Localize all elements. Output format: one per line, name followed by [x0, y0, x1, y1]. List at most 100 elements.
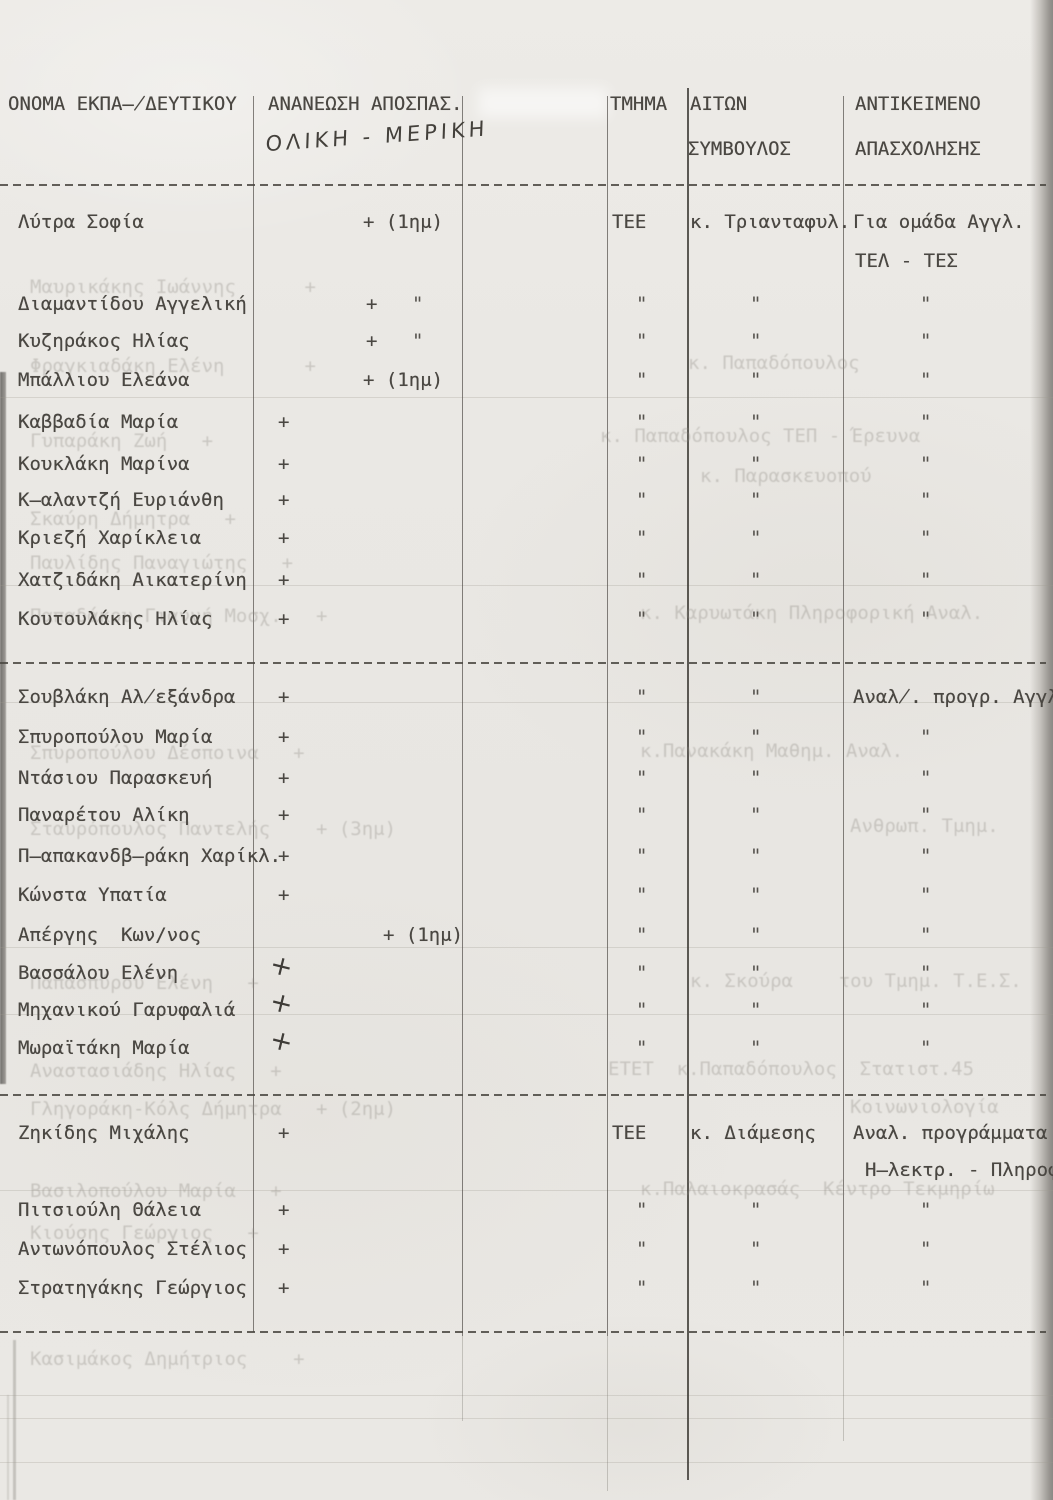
subject-ditto-mark: "	[920, 845, 932, 867]
bleedthrough-text: Σπυροπούλου Δέσποινα +	[30, 742, 305, 764]
row-name: Σπυροπούλου Μαρία	[18, 726, 213, 748]
renewal-plus: +	[366, 293, 378, 315]
renewal-plus: +	[278, 686, 290, 708]
department-value: ΤΕΕ	[612, 1122, 647, 1144]
department-ditto-mark: "	[636, 489, 648, 511]
department-ditto-mark: "	[636, 999, 648, 1021]
applicant-ditto-mark: "	[750, 924, 762, 946]
faint-rule	[0, 1418, 1053, 1419]
subject-value: Αναλ. προγράμματα	[853, 1122, 1048, 1144]
bleedthrough-text: ΕΤΕΤ κ.Παπαδόπουλος Στατιστ.45	[608, 1058, 975, 1080]
applicant-value: κ. Διάμεσης	[690, 1122, 816, 1144]
renewal-plus: +	[278, 884, 290, 906]
applicant-ditto-mark: "	[750, 369, 762, 391]
row-name: Ζηκίδης Μιχάλης	[18, 1122, 190, 1144]
scan-artifact-line	[13, 1340, 16, 1500]
renewal-value: + (1ημ)	[383, 924, 464, 946]
department-ditto-mark: "	[636, 924, 648, 946]
faint-rule	[0, 1190, 1053, 1191]
department-ditto-mark: "	[636, 527, 648, 549]
applicant-ditto-mark: "	[750, 608, 762, 630]
subject-ditto-mark: "	[920, 369, 932, 391]
column-divider	[253, 96, 254, 1332]
bleedthrough-text: Σκαύρη Δήμητρα +	[30, 508, 236, 530]
bleedthrough-text: κ. Παπαδόπουλος ΤΕΠ - Έρευνα	[600, 425, 921, 447]
row-name: Μπάλλιου Ελεάνα	[18, 369, 190, 391]
column-divider	[607, 96, 608, 1336]
scan-edge-left	[0, 372, 6, 1084]
bleedthrough-text: Μαυρικάκης Ιωάννης +	[30, 276, 316, 298]
renewal-plus: +	[278, 453, 290, 475]
bleedthrough-text: κ. Σκούρα του Τμημ. Τ.Ε.Σ.	[690, 970, 1022, 992]
renewal-value: + (1ημ)	[363, 369, 444, 391]
row-name: Λύτρα Σοφία	[18, 211, 144, 233]
bleedthrough-text: Ανθρωπ. Τμημ.	[850, 815, 999, 837]
subject-value: Για ομάδα Αγγλ.	[853, 211, 1025, 233]
applicant-ditto-mark: "	[750, 1238, 762, 1260]
applicant-ditto-mark: "	[750, 453, 762, 475]
renewal-value: + (1ημ)	[363, 211, 444, 233]
bleedthrough-text: κ. Παπαδόπουλος	[688, 352, 860, 374]
row-name: Μηχανικού Γαρυφαλιά	[18, 999, 236, 1021]
renewal-plus: +	[278, 767, 290, 789]
applicant-ditto-mark: "	[750, 293, 762, 315]
subject-ditto-mark: "	[920, 999, 932, 1021]
bleedthrough-text: κ.Παλαιοκρασάς Κέντρο Τεκμηρίω	[640, 1178, 995, 1200]
applicant-ditto-mark: "	[750, 845, 762, 867]
applicant-ditto-mark: "	[750, 1037, 762, 1059]
row-name: Κουτουλάκης Ηλίας	[18, 608, 213, 630]
row-name: Παναρέτου Αλίκη	[18, 804, 190, 826]
column-divider	[462, 96, 463, 1336]
renewal-plus: +	[278, 527, 290, 549]
header-renewal-handwritten: ΟΛΙΚΗ - ΜΕΡΙΚΗ	[265, 116, 489, 157]
department-ditto-mark: "	[636, 330, 648, 352]
department-ditto-mark: "	[636, 884, 648, 906]
subject-ditto-mark: "	[920, 527, 932, 549]
applicant-ditto-mark: "	[750, 330, 762, 352]
header-applicant-line1: ΑΙΤΩΝ	[690, 93, 748, 115]
bleedthrough-text: Κασιμάκος Δημήτριος +	[30, 1348, 305, 1370]
scan-smudge	[478, 88, 608, 118]
department-ditto-mark: "	[636, 453, 648, 475]
faint-rule	[0, 1395, 1053, 1396]
applicant-ditto-mark: "	[750, 999, 762, 1021]
row-name: Καββαδία Μαρία	[18, 411, 179, 433]
header-renewal-column: ΑΝΑΝΕΩΣΗ ΑΠΟΣΠΑΣ.	[268, 93, 463, 115]
row-name: Μωραϊτάκη Μαρία	[18, 1037, 190, 1059]
renewal-plus: +	[278, 608, 290, 630]
row-name: Κώνστα Υπατία	[18, 884, 167, 906]
row-name: Κυζηράκος Ηλίας	[18, 330, 190, 352]
subject-ditto-mark: "	[920, 1037, 932, 1059]
subject-ditto-mark: "	[920, 569, 932, 591]
department-ditto-mark: "	[636, 1277, 648, 1299]
renewal-ditto-mark: "	[412, 293, 424, 315]
renewal-plus: +	[278, 569, 290, 591]
dashed-separator	[0, 1094, 1046, 1096]
row-name: Χατζιδάκη Αικατερίνη	[18, 569, 247, 591]
dashed-separator	[0, 1331, 1046, 1333]
bleedthrough-text: Αναστασιάδης Ηλίας +	[30, 1060, 282, 1082]
header-subject-line1: ΑΝΤΙΚΕΙΜΕΝΟ	[855, 93, 981, 115]
bleedthrough-text: Φραγκιαδάκη Ελένη +	[30, 355, 316, 377]
department-ditto-mark: "	[636, 1037, 648, 1059]
applicant-ditto-mark: "	[750, 527, 762, 549]
department-ditto-mark: "	[636, 726, 648, 748]
row-name: Απέργης Κων/νος	[18, 924, 202, 946]
bleedthrough-text: Γληγοράκη-Κόλς Δήμητρα + (2ημ)	[30, 1098, 397, 1120]
subject-ditto-mark: "	[920, 767, 932, 789]
column-divider	[843, 96, 844, 1336]
row-name: Στρατηγάκης Γεώργιος	[18, 1277, 247, 1299]
faint-rule	[0, 702, 1053, 703]
bleedthrough-text: κ. Καρυωτάκη Πληροφορική Αναλ.	[640, 602, 984, 624]
header-applicant-line2: ΣΥΜΒΟΥΛΟΣ	[688, 138, 791, 160]
subject-ditto-mark: "	[920, 453, 932, 475]
applicant-ditto-mark: "	[750, 962, 762, 984]
bleedthrough-text: Κιούσης Γεώργιος +	[30, 1222, 259, 1244]
row-name: Π̶απακανδβ̶ράκη Χαρίκλ.	[18, 845, 282, 867]
row-name: Διαμαντίδου Αγγελική	[18, 293, 247, 315]
subject-ditto-mark: "	[920, 1277, 932, 1299]
renewal-plus: +	[278, 489, 290, 511]
subject-ditto-mark: "	[920, 884, 932, 906]
applicant-ditto-mark: "	[750, 767, 762, 789]
dashed-separator	[0, 184, 1046, 186]
